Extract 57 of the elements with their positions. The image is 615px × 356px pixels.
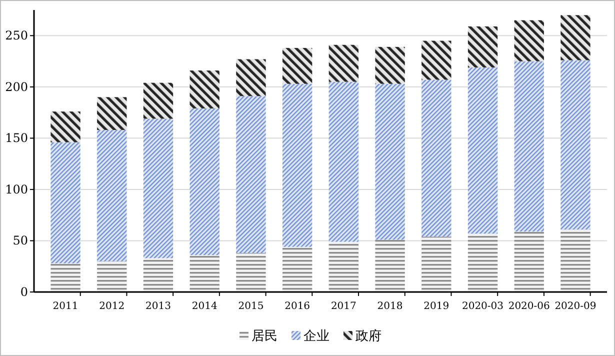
- bar: [328, 242, 359, 292]
- bar: [97, 97, 127, 130]
- bar: [50, 142, 80, 264]
- legend-label: 居民: [252, 329, 278, 344]
- x-tick-label: 2020-06: [508, 301, 550, 312]
- x-tick-label: 2017: [330, 301, 356, 312]
- x-tick-label: 2012: [99, 301, 125, 312]
- bar: [560, 60, 590, 230]
- y-tick-label: 150: [5, 131, 28, 146]
- x-tick-label: 2016: [284, 301, 310, 312]
- y-tick-label: 0: [20, 285, 28, 299]
- y-tick-label: 250: [5, 28, 28, 43]
- bar: [468, 26, 498, 68]
- bar: [375, 46, 405, 84]
- x-tick-label: 2011: [52, 301, 78, 312]
- bar: [328, 82, 359, 242]
- bar: [328, 44, 359, 82]
- y-tick-label: 100: [5, 182, 28, 196]
- y-tick-label: 200: [5, 80, 28, 94]
- bar: [282, 246, 312, 292]
- bar: [422, 40, 452, 80]
- bar: [236, 253, 266, 292]
- legend-label: 政府: [356, 328, 382, 344]
- bar: [143, 82, 174, 119]
- bar: [97, 130, 127, 262]
- x-tick-label: 2019: [424, 301, 450, 312]
- bar: [422, 80, 452, 237]
- bar: [375, 240, 405, 292]
- x-tick-label: 2015: [238, 301, 264, 312]
- bar: [236, 96, 266, 254]
- bar: [190, 70, 220, 108]
- bar: [97, 261, 127, 292]
- bar: [190, 255, 220, 292]
- bar: [190, 108, 220, 256]
- bar: [375, 84, 405, 240]
- bar: [50, 112, 80, 142]
- y-tick-label: 50: [12, 234, 28, 248]
- bar: [143, 118, 174, 258]
- bar: [50, 263, 80, 292]
- x-tick-label: 2013: [146, 301, 171, 312]
- bar: [560, 15, 590, 60]
- bar: [143, 258, 174, 292]
- x-tick-label: 2020-03: [462, 301, 504, 312]
- bar: [422, 236, 452, 292]
- bar: [514, 61, 544, 232]
- bar: [468, 67, 498, 234]
- bar: [560, 229, 590, 292]
- x-tick-label: 2020-09: [554, 301, 596, 312]
- bar: [514, 20, 544, 62]
- legend-label: 企业: [304, 329, 330, 344]
- x-tick-label: 2018: [377, 301, 403, 312]
- bar: [282, 48, 312, 84]
- bar: [282, 84, 312, 247]
- x-tick-label: 2014: [192, 301, 218, 312]
- bar: [468, 234, 498, 292]
- bar: [514, 232, 544, 292]
- bar: [236, 59, 266, 96]
